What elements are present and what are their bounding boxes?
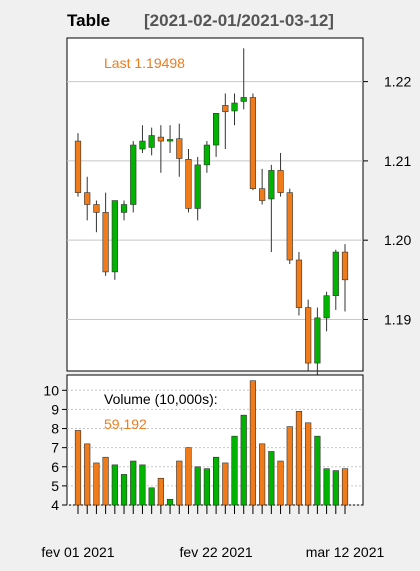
candle-body <box>185 159 192 209</box>
volume-bar <box>194 466 201 506</box>
candle-body <box>231 102 238 112</box>
volume-bar <box>84 443 91 506</box>
last-price-value: 1.19498 <box>134 55 185 71</box>
volume-bar <box>259 443 266 506</box>
volume-ytick-label: 6 <box>51 459 59 475</box>
volume-bar <box>166 498 174 506</box>
candle-body <box>166 139 174 142</box>
volume-bar <box>295 411 303 506</box>
price-yaxis: 1.22 1.21 1.20 1.19 <box>363 74 411 327</box>
candle-body <box>139 140 146 150</box>
candle-body <box>111 200 118 273</box>
volume-ytick-label: 5 <box>51 478 59 494</box>
candle-body <box>176 138 183 159</box>
price-ytick-label: 1.20 <box>384 232 411 248</box>
x-axis-labels: fev 01 2021 fev 22 2021 mar 12 2021 <box>41 544 384 560</box>
volume-bar <box>213 456 220 506</box>
volume-bar <box>323 468 330 506</box>
volume-yaxis: 10 9 8 7 6 5 4 <box>43 382 67 513</box>
volume-bar <box>286 426 293 506</box>
candle-body <box>203 144 210 166</box>
candle-body <box>93 204 100 213</box>
candle-body <box>286 192 293 261</box>
candle-body <box>249 97 257 189</box>
volume-ytick-label: 10 <box>43 382 59 398</box>
candle-body <box>213 113 220 146</box>
candle-body <box>102 212 109 273</box>
volume-bar <box>120 474 128 506</box>
volume-ytick-label: 7 <box>51 440 59 456</box>
volume-ytick-label: 9 <box>51 401 59 417</box>
volume-bar <box>130 460 137 506</box>
candle-body <box>259 188 266 201</box>
chart-date-range: [2021-02-01/2021-03-12] <box>144 11 334 30</box>
candle-body <box>240 97 247 102</box>
candle-body <box>84 192 91 205</box>
volume-bar <box>231 435 238 506</box>
price-candles <box>74 48 349 379</box>
volume-bar <box>93 462 100 506</box>
volume-bar <box>305 422 312 506</box>
x-axis-ticks <box>77 505 346 514</box>
volume-bar <box>249 380 257 506</box>
x-tick-label: fev 01 2021 <box>41 544 114 560</box>
candle-body <box>295 259 303 308</box>
price-ytick-label: 1.21 <box>384 153 411 169</box>
volume-ytick-label: 8 <box>51 421 59 437</box>
candle-body <box>130 144 137 205</box>
candle-body <box>305 307 312 364</box>
volume-last-value: 59,192 <box>104 416 147 432</box>
volume-bar <box>74 430 82 506</box>
last-price-label: Last 1.19498 <box>104 55 185 71</box>
volume-bar <box>268 451 275 506</box>
candle-body <box>194 164 201 209</box>
volume-bar <box>203 468 210 506</box>
candle-body <box>74 140 82 193</box>
price-ytick-label: 1.22 <box>384 74 411 90</box>
candle-body <box>314 317 321 364</box>
candle-body <box>332 251 339 296</box>
volume-bar <box>176 460 183 506</box>
volume-bar <box>111 464 118 506</box>
candle-body <box>120 204 128 213</box>
x-tick-label: fev 22 2021 <box>180 544 253 560</box>
candle-body <box>148 135 155 148</box>
candle-body <box>157 136 164 142</box>
volume-bar <box>240 414 247 506</box>
volume-bar <box>332 470 339 506</box>
x-tick-label: mar 12 2021 <box>306 544 385 560</box>
last-price-prefix: Last <box>104 55 131 71</box>
candle-body <box>277 170 284 193</box>
volume-bar <box>341 468 349 506</box>
price-ytick-label: 1.19 <box>384 311 411 327</box>
candle-body <box>268 170 275 200</box>
volume-bar <box>102 456 109 506</box>
volume-bar <box>157 477 164 506</box>
candle-body <box>222 105 229 113</box>
volume-bar <box>277 460 284 506</box>
volume-ytick-label: 4 <box>51 497 59 513</box>
chart-title: Table <box>67 11 110 30</box>
volume-bar <box>185 447 192 506</box>
candle-body <box>323 295 330 319</box>
volume-title: Volume (10,000s): <box>104 391 218 407</box>
volume-bar <box>139 464 146 506</box>
candle-body <box>341 251 349 281</box>
volume-bar <box>222 462 229 506</box>
volume-bar <box>148 487 155 506</box>
volume-bar <box>314 435 321 506</box>
